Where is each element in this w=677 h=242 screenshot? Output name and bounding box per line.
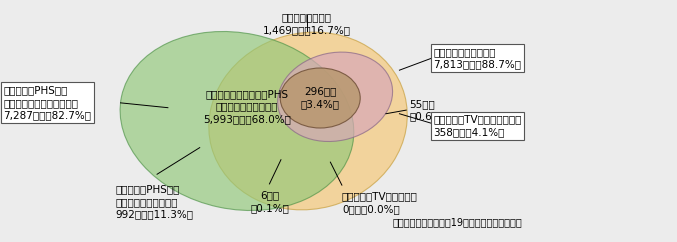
Text: （出典）総務省「平成19年通信利用動向調査」: （出典）総務省「平成19年通信利用動向調査」: [393, 218, 523, 227]
Text: 55万人
【0.6%】: 55万人 【0.6%】: [410, 99, 448, 121]
Text: 296万人
【3.4%】: 296万人 【3.4%】: [301, 87, 340, 109]
Text: 携帯電話・PHS及び
携帯情報端末からのみ
992万人【11.3%】: 携帯電話・PHS及び 携帯情報端末からのみ 992万人【11.3%】: [115, 184, 193, 219]
Text: パソコン、携帯電話・PHS
及び携帯情報端末併用
5,993万人【68.0%】: パソコン、携帯電話・PHS 及び携帯情報端末併用 5,993万人【68.0%】: [203, 89, 291, 124]
Text: パソコンからの利用者
7,813万人【88.7%】: パソコンからの利用者 7,813万人【88.7%】: [433, 47, 521, 69]
Text: ゲーム機・TV等からのみ
0万人【0.0%】: ゲーム機・TV等からのみ 0万人【0.0%】: [342, 191, 418, 214]
Ellipse shape: [280, 68, 360, 128]
Ellipse shape: [209, 32, 408, 210]
Text: 6万人
【0.1%】: 6万人 【0.1%】: [250, 190, 289, 213]
Text: ゲーム機・TV等からの利用者
358万人【4.1%】: ゲーム機・TV等からの利用者 358万人【4.1%】: [433, 114, 522, 137]
Text: 携帯電話・PHS及び
携帯情報端末からの利用者
7,287万人【82.7%】: 携帯電話・PHS及び 携帯情報端末からの利用者 7,287万人【82.7%】: [3, 85, 91, 121]
Ellipse shape: [120, 31, 354, 211]
Ellipse shape: [278, 52, 393, 142]
Text: パソコンからのみ
1,469万人【16.7%】: パソコンからのみ 1,469万人【16.7%】: [263, 12, 351, 35]
